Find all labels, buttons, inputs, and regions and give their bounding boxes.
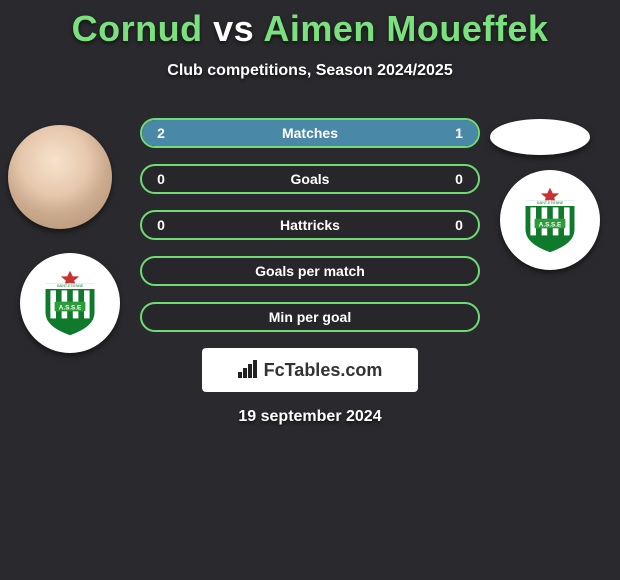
asse-badge-icon: A.S.S.E SAINT-ETIENNE LOIRE bbox=[515, 185, 585, 255]
stat-label: Hattricks bbox=[180, 217, 440, 233]
page-title: Cornud vs Aimen Moueffek bbox=[0, 8, 620, 50]
stat-label: Matches bbox=[180, 125, 440, 141]
stat-right-value: 1 bbox=[440, 125, 478, 141]
vs-word: vs bbox=[213, 8, 254, 49]
stat-label: Min per goal bbox=[180, 309, 440, 325]
player1-club-badge: A.S.S.E SAINT-ETIENNE LOIRE bbox=[20, 253, 120, 353]
generated-date: 19 september 2024 bbox=[0, 408, 620, 426]
stat-right-value: 0 bbox=[440, 217, 478, 233]
player2-avatar bbox=[490, 119, 590, 155]
svg-text:SAINT-ETIENNE: SAINT-ETIENNE bbox=[537, 201, 564, 205]
stat-right-value: 0 bbox=[440, 171, 478, 187]
svg-text:SAINT-ETIENNE: SAINT-ETIENNE bbox=[57, 284, 84, 288]
stat-row: Min per goal bbox=[140, 302, 480, 332]
stat-left-value: 2 bbox=[142, 125, 180, 141]
svg-text:LOIRE: LOIRE bbox=[544, 245, 557, 250]
svg-text:A.S.S.E: A.S.S.E bbox=[539, 221, 561, 228]
svg-text:LOIRE: LOIRE bbox=[64, 328, 77, 333]
asse-badge-icon: A.S.S.E SAINT-ETIENNE LOIRE bbox=[35, 268, 105, 338]
source-logo-text: FcTables.com bbox=[264, 360, 383, 381]
stats-panel: 2Matches10Goals00Hattricks0Goals per mat… bbox=[140, 118, 480, 332]
stat-left-value: 0 bbox=[142, 217, 180, 233]
stat-label: Goals per match bbox=[180, 263, 440, 279]
source-logo: FcTables.com bbox=[202, 348, 418, 392]
stat-row: Goals per match bbox=[140, 256, 480, 286]
player2-club-badge: A.S.S.E SAINT-ETIENNE LOIRE bbox=[500, 170, 600, 270]
comparison-card: Cornud vs Aimen Moueffek Club competitio… bbox=[0, 0, 620, 580]
stat-left-value: 0 bbox=[142, 171, 180, 187]
player1-name: Cornud bbox=[72, 8, 203, 49]
stat-row: 0Goals0 bbox=[140, 164, 480, 194]
svg-text:A.S.S.E: A.S.S.E bbox=[59, 304, 81, 311]
player1-avatar bbox=[8, 125, 112, 229]
subtitle: Club competitions, Season 2024/2025 bbox=[0, 62, 620, 80]
player2-name: Aimen Moueffek bbox=[263, 8, 548, 49]
stat-row: 2Matches1 bbox=[140, 118, 480, 148]
stat-label: Goals bbox=[180, 171, 440, 187]
chart-icon bbox=[238, 362, 258, 378]
stat-row: 0Hattricks0 bbox=[140, 210, 480, 240]
